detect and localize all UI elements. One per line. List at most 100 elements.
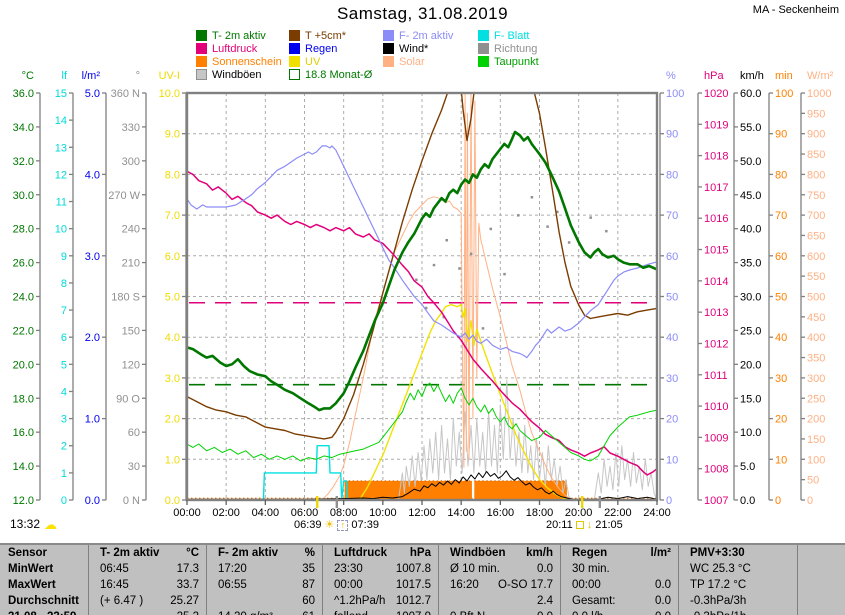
table-cell: 06:45 17.3 bbox=[88, 561, 206, 577]
statistics-table: Sensor T- 2m aktiv °C F- 2m aktiv% Luftdruck… bbox=[0, 543, 845, 615]
svg-text:2: 2 bbox=[61, 441, 67, 453]
svg-text:360 N: 360 N bbox=[111, 88, 140, 100]
svg-text:4: 4 bbox=[61, 386, 67, 398]
svg-text:15.0: 15.0 bbox=[740, 393, 761, 405]
svg-text:32.0: 32.0 bbox=[13, 156, 34, 168]
series-f-blatt bbox=[187, 445, 657, 500]
svg-text:04:00: 04:00 bbox=[252, 507, 280, 519]
svg-text:180 S: 180 S bbox=[111, 292, 140, 304]
svg-text:1014: 1014 bbox=[704, 276, 728, 288]
legend-swatch-icon bbox=[289, 43, 300, 54]
table-cell: Ø 10 min. 0.0 bbox=[438, 561, 560, 577]
legend-item-7: Richtung bbox=[478, 42, 628, 55]
svg-text:14:00: 14:00 bbox=[447, 507, 475, 519]
legend-label: Regen bbox=[305, 42, 338, 55]
svg-text:0: 0 bbox=[666, 495, 672, 507]
svg-text:1013: 1013 bbox=[704, 307, 728, 319]
sunrise-annotation: 06:39 ☀ ↑ 07:39 bbox=[294, 519, 379, 531]
station-name: MA - Seckenheim bbox=[752, 4, 839, 16]
dawn-time: 06:39 bbox=[294, 519, 322, 531]
axis-wm2: 1000950900850800750700650600550500450400… bbox=[800, 70, 834, 507]
svg-text:270 W: 270 W bbox=[108, 190, 140, 202]
table-cell: (+ 6.47 ) 25.27 bbox=[88, 593, 206, 609]
table-filler bbox=[797, 593, 845, 609]
table-row-label: MaxWert bbox=[8, 579, 56, 591]
svg-text:1012: 1012 bbox=[704, 338, 728, 350]
legend-label: 18.8 Monat-Ø bbox=[305, 68, 373, 81]
series-uv bbox=[358, 303, 570, 500]
svg-text:13: 13 bbox=[55, 142, 67, 154]
svg-text:1015: 1015 bbox=[704, 245, 728, 257]
svg-text:5.0: 5.0 bbox=[85, 88, 100, 100]
svg-text:70: 70 bbox=[775, 210, 787, 222]
svg-text:30.0: 30.0 bbox=[13, 190, 34, 202]
legend-swatch-icon bbox=[383, 43, 394, 54]
svg-text:1008: 1008 bbox=[704, 464, 728, 476]
svg-text:50.0: 50.0 bbox=[740, 156, 761, 168]
table-cell: Gesamt: 0.0 bbox=[560, 593, 678, 609]
legend-swatch-icon bbox=[289, 69, 300, 80]
sunrise-up-icon: ↑ bbox=[337, 519, 349, 531]
svg-text:60: 60 bbox=[775, 251, 787, 263]
svg-text:10.0: 10.0 bbox=[740, 427, 761, 439]
axis-unit-uv: UV-I bbox=[159, 70, 180, 82]
table-cell: 25.2 bbox=[88, 609, 206, 615]
svg-text:0 N: 0 N bbox=[123, 495, 140, 507]
table-cell: 16:20 O-SO 17.7 bbox=[438, 577, 560, 593]
svg-text:8.0: 8.0 bbox=[165, 169, 180, 181]
series-wind- bbox=[187, 470, 657, 500]
legend-label: Solar bbox=[399, 55, 425, 68]
svg-text:55.0: 55.0 bbox=[740, 122, 761, 134]
svg-text:90 O: 90 O bbox=[116, 393, 140, 405]
svg-text:600: 600 bbox=[807, 251, 825, 263]
table-row-label: MinWert bbox=[8, 563, 54, 575]
table-filler bbox=[797, 561, 845, 577]
svg-text:3: 3 bbox=[61, 414, 67, 426]
legend-label: F- Blatt bbox=[494, 29, 530, 42]
table-header-cell: PMV+3:30 bbox=[678, 545, 797, 561]
axis-hpa: 1020 1019 1018 1017 1016 1015 1014 1013 1012 1011… bbox=[697, 70, 728, 507]
svg-text:2.0: 2.0 bbox=[85, 332, 100, 344]
series-t-5cm- bbox=[187, 93, 657, 440]
table-cell: 14.20 g/m³61 bbox=[206, 609, 322, 615]
svg-text:0.0: 0.0 bbox=[165, 495, 180, 507]
svg-text:25.0: 25.0 bbox=[740, 325, 761, 337]
legend-item-9: UV bbox=[289, 55, 383, 68]
sunshine-duration: 13:32 ☁ bbox=[10, 517, 57, 531]
axis-unit-hpa: hPa bbox=[704, 70, 724, 82]
svg-text:700: 700 bbox=[807, 210, 825, 222]
svg-text:12:00: 12:00 bbox=[408, 507, 436, 519]
legend-swatch-icon bbox=[478, 43, 489, 54]
table-header-cell: Windböen km/h bbox=[438, 545, 560, 561]
svg-text:15: 15 bbox=[55, 88, 67, 100]
series-f-2m-aktiv bbox=[187, 145, 657, 359]
svg-text:300: 300 bbox=[807, 373, 825, 385]
svg-text:1: 1 bbox=[61, 468, 67, 480]
svg-text:10:00: 10:00 bbox=[369, 507, 397, 519]
sunset-down-icon: ↓ bbox=[586, 519, 593, 531]
svg-text:30: 30 bbox=[775, 373, 787, 385]
svg-text:02:00: 02:00 bbox=[212, 507, 240, 519]
legend-swatch-icon bbox=[289, 56, 300, 67]
svg-text:40: 40 bbox=[666, 332, 678, 344]
axis-temp: 36.0 34.0 32.0 30.0 28.0 26.0 24.0 22.0 20.0 18.0… bbox=[13, 70, 41, 507]
legend-swatch-icon bbox=[196, 69, 207, 80]
svg-text:5.0: 5.0 bbox=[165, 292, 180, 304]
table-header-cell: Sensor bbox=[8, 547, 47, 559]
table-cell: TP 17.2 °C bbox=[678, 577, 797, 593]
svg-text:14: 14 bbox=[55, 115, 67, 127]
svg-text:1020: 1020 bbox=[704, 88, 728, 100]
axes: 36.034.032.030.028.026.024.022.020.018.0… bbox=[13, 70, 834, 507]
svg-text:350: 350 bbox=[807, 353, 825, 365]
table-filler bbox=[797, 577, 845, 593]
svg-text:550: 550 bbox=[807, 271, 825, 283]
legend-item-11: Taupunkt bbox=[478, 55, 628, 68]
legend-item-13: 18.8 Monat-Ø bbox=[289, 68, 383, 81]
legend-item-2: F- 2m aktiv bbox=[383, 29, 478, 42]
svg-text:24.0: 24.0 bbox=[13, 292, 34, 304]
svg-text:1010: 1010 bbox=[704, 401, 728, 413]
table-row: Durchschnitt (+ 6.47 ) 25.27 60 ^1.2hPa/h 101… bbox=[0, 593, 845, 609]
